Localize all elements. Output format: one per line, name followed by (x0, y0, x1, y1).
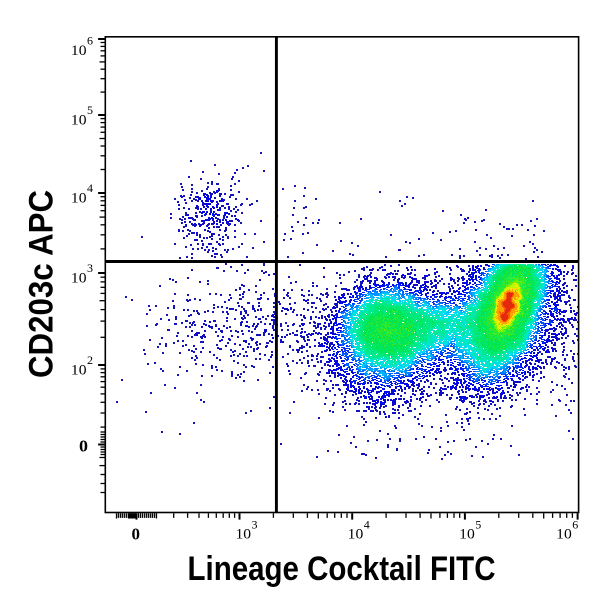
svg-text:10: 10 (71, 113, 87, 129)
svg-text:5: 5 (87, 103, 93, 117)
svg-text:10: 10 (556, 527, 572, 543)
svg-text:2: 2 (87, 353, 93, 367)
svg-text:4: 4 (364, 517, 370, 531)
svg-text:CD203c APC: CD203c APC (23, 190, 61, 378)
svg-text:10: 10 (71, 191, 87, 207)
svg-text:5: 5 (475, 517, 481, 531)
svg-text:6: 6 (87, 34, 93, 48)
svg-text:6: 6 (572, 517, 578, 531)
svg-text:10: 10 (236, 527, 252, 543)
svg-text:10: 10 (71, 43, 87, 59)
svg-text:0: 0 (132, 525, 141, 544)
svg-text:10: 10 (348, 527, 364, 543)
svg-text:10: 10 (71, 363, 87, 379)
svg-text:0: 0 (79, 437, 88, 456)
svg-text:3: 3 (252, 517, 258, 531)
svg-text:3: 3 (87, 261, 93, 275)
svg-text:10: 10 (71, 271, 87, 287)
svg-text:4: 4 (87, 181, 93, 195)
svg-text:10: 10 (459, 527, 475, 543)
svg-text:Lineage Cocktail FITC: Lineage Cocktail FITC (188, 550, 496, 588)
